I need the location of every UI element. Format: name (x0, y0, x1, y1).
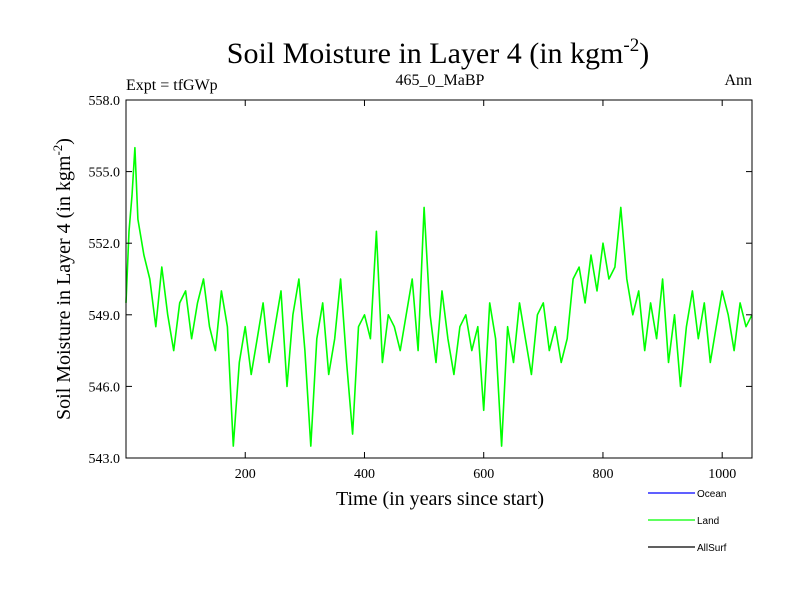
chart-title: Soil Moisture in Layer 4 (in kgm-2) (227, 35, 649, 70)
x-tick-label: 400 (354, 467, 375, 482)
x-axis-ticks: 200 400 600 800 1000 (235, 100, 736, 482)
x-tick-label: 600 (473, 467, 494, 482)
subtitle-period: 465_0_MaBP (396, 72, 485, 89)
y-tick-label: 543.0 (89, 452, 121, 467)
x-tick-label: 1000 (708, 467, 736, 482)
subtitle-season: Ann (724, 72, 752, 89)
legend-label-ocean: Ocean (697, 489, 726, 500)
y-tick-label: 549.0 (89, 309, 121, 324)
y-tick-label: 555.0 (89, 166, 121, 181)
y-tick-label: 552.0 (89, 237, 121, 252)
x-axis-label: Time (in years since start) (336, 488, 544, 510)
subtitle-experiment: Expt = tfGWp (126, 77, 218, 94)
legend-label-land: Land (697, 516, 719, 527)
y-tick-label: 558.0 (89, 94, 121, 109)
y-axis-ticks: 543.0 546.0 549.0 552.0 555.0 558.0 (89, 94, 752, 467)
x-tick-label: 200 (235, 467, 256, 482)
y-axis-label: Soil Moisture in Layer 4 (in kgm-2) (50, 138, 75, 420)
series-line-land (125, 146, 753, 447)
plot-frame (125, 99, 753, 459)
legend-label-allsurf: AllSurf (697, 543, 727, 554)
x-tick-label: 800 (592, 467, 613, 482)
legend: Ocean Land AllSurf (648, 489, 727, 554)
y-tick-label: 546.0 (89, 380, 121, 395)
